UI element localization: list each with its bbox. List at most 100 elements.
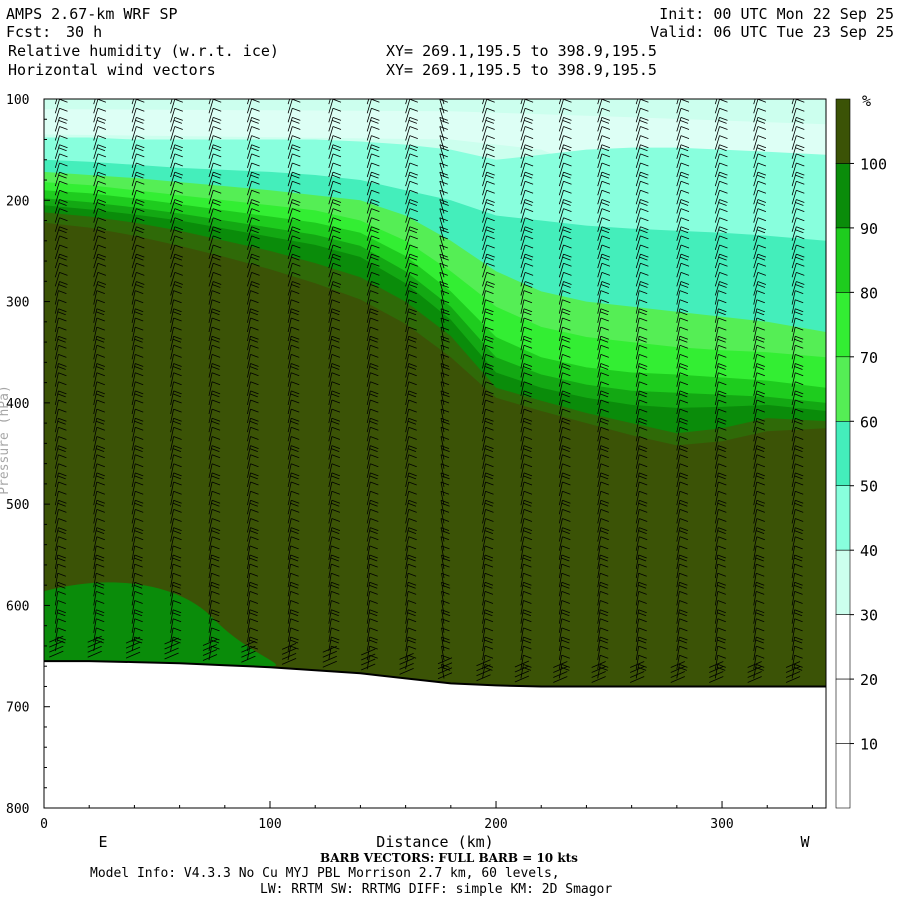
wind-barb-flag (439, 144, 448, 149)
wind-barb-flag (756, 481, 765, 486)
wind-barb-flag (679, 527, 689, 531)
wind-barb-flag (719, 144, 728, 149)
wind-barb-flag (439, 208, 448, 212)
wind-barb-flag (523, 463, 533, 468)
wind-barb-flag (439, 262, 448, 267)
wind-barb-flag (249, 639, 258, 644)
wind-barb-flag (173, 147, 183, 152)
wind-barb (714, 591, 719, 606)
wind-barb-flag (58, 372, 67, 377)
wind-barb (54, 235, 60, 251)
wind-barb (520, 235, 526, 251)
wind-barb-flag (59, 153, 68, 158)
wind-barb-flag (292, 199, 301, 203)
wind-barb-flag (58, 256, 67, 261)
wind-barb (405, 536, 410, 551)
wind-barb-flag (485, 308, 494, 313)
wind-barb-flag (135, 229, 144, 234)
wind-barb-flag (369, 502, 378, 507)
wind-barb-flag (599, 448, 609, 452)
wind-barb-flag (718, 229, 727, 234)
wind-barb-flag (96, 290, 105, 294)
wind-barb-flag (523, 338, 532, 343)
wind-barb (170, 153, 176, 169)
wind-barb (247, 272, 252, 287)
wind-barb (247, 472, 251, 487)
wind-barb-flag (441, 639, 451, 644)
wind-barb (170, 363, 174, 378)
wind-barb (328, 108, 334, 123)
wind-barb (170, 618, 174, 633)
wind-barb (131, 181, 137, 196)
wind-barb-flag (679, 363, 689, 367)
y-tick-label: 700 (6, 701, 29, 716)
wind-barb-flag (680, 226, 690, 231)
wind-barb-flag (370, 372, 379, 377)
wind-barb-flag (250, 408, 259, 413)
wind-barb-flag (562, 326, 571, 331)
wind-barb-flag (485, 481, 494, 486)
wind-barb-flag (717, 645, 726, 650)
wind-barb (131, 536, 136, 551)
wind-barb (208, 390, 213, 405)
wind-barb-flag (58, 481, 67, 486)
wind-barb (635, 299, 640, 314)
wind-barb-flag (441, 311, 450, 316)
wind-barb-flag (756, 284, 766, 288)
wind-barb (520, 336, 525, 351)
wind-barb-flag (95, 557, 104, 562)
wind-barb-flag (485, 326, 494, 331)
wind-barb-flag (485, 174, 494, 179)
wind-barb-flag (679, 408, 689, 413)
wind-barb-flag (524, 126, 534, 130)
wind-barb-flag (639, 518, 648, 522)
wind-barb (753, 427, 758, 442)
wind-barb (405, 336, 410, 351)
wind-barb (676, 317, 681, 333)
wind-barb-flag (757, 189, 767, 194)
wind-barb-flag (440, 408, 450, 413)
wind-barb-flag (213, 262, 222, 267)
wind-barb (287, 308, 292, 323)
wind-barb (247, 618, 251, 633)
wind-barb-flag (562, 147, 571, 152)
wind-barb (170, 327, 174, 342)
wind-barb-flag (291, 536, 300, 541)
wind-barb (597, 162, 603, 178)
wind-barb-flag (561, 612, 570, 617)
wind-barb (208, 308, 213, 323)
wind-barb-flag (96, 335, 105, 340)
wind-barb (208, 363, 213, 378)
wind-barb-flag (600, 600, 609, 604)
wind-barb-flag (639, 299, 648, 304)
wind-barb-flag (524, 153, 534, 158)
wind-barb-flag (756, 509, 765, 513)
wind-barb (439, 217, 445, 232)
wind-barb-surface (670, 671, 685, 678)
colorbar-swatch (835, 420, 851, 487)
wind-barb (131, 153, 137, 169)
wind-barb (208, 208, 214, 223)
wind-barb (440, 345, 445, 360)
wind-barb (714, 427, 719, 442)
wind-barb (440, 327, 445, 342)
wind-barb-flag (211, 335, 221, 340)
wind-barb-flag (600, 518, 609, 522)
wind-barb-flag (136, 171, 145, 176)
wind-barb-surface (361, 663, 376, 671)
wind-barb (93, 363, 98, 378)
wind-barb-flag (600, 147, 610, 152)
wind-barb (676, 253, 682, 269)
wind-barb-flag (211, 545, 220, 550)
wind-barb (558, 108, 564, 123)
wind-barb (405, 472, 410, 487)
wind-barb-flag (561, 609, 570, 614)
wind-barb (366, 308, 371, 323)
wind-barb (328, 564, 332, 579)
wind-barb-flag (639, 147, 648, 152)
wind-barb (93, 99, 96, 105)
wind-barb-flag (58, 463, 67, 468)
wind-barb-flag (134, 545, 143, 550)
wind-barb-flag (757, 253, 767, 258)
wind-barb (714, 491, 719, 506)
